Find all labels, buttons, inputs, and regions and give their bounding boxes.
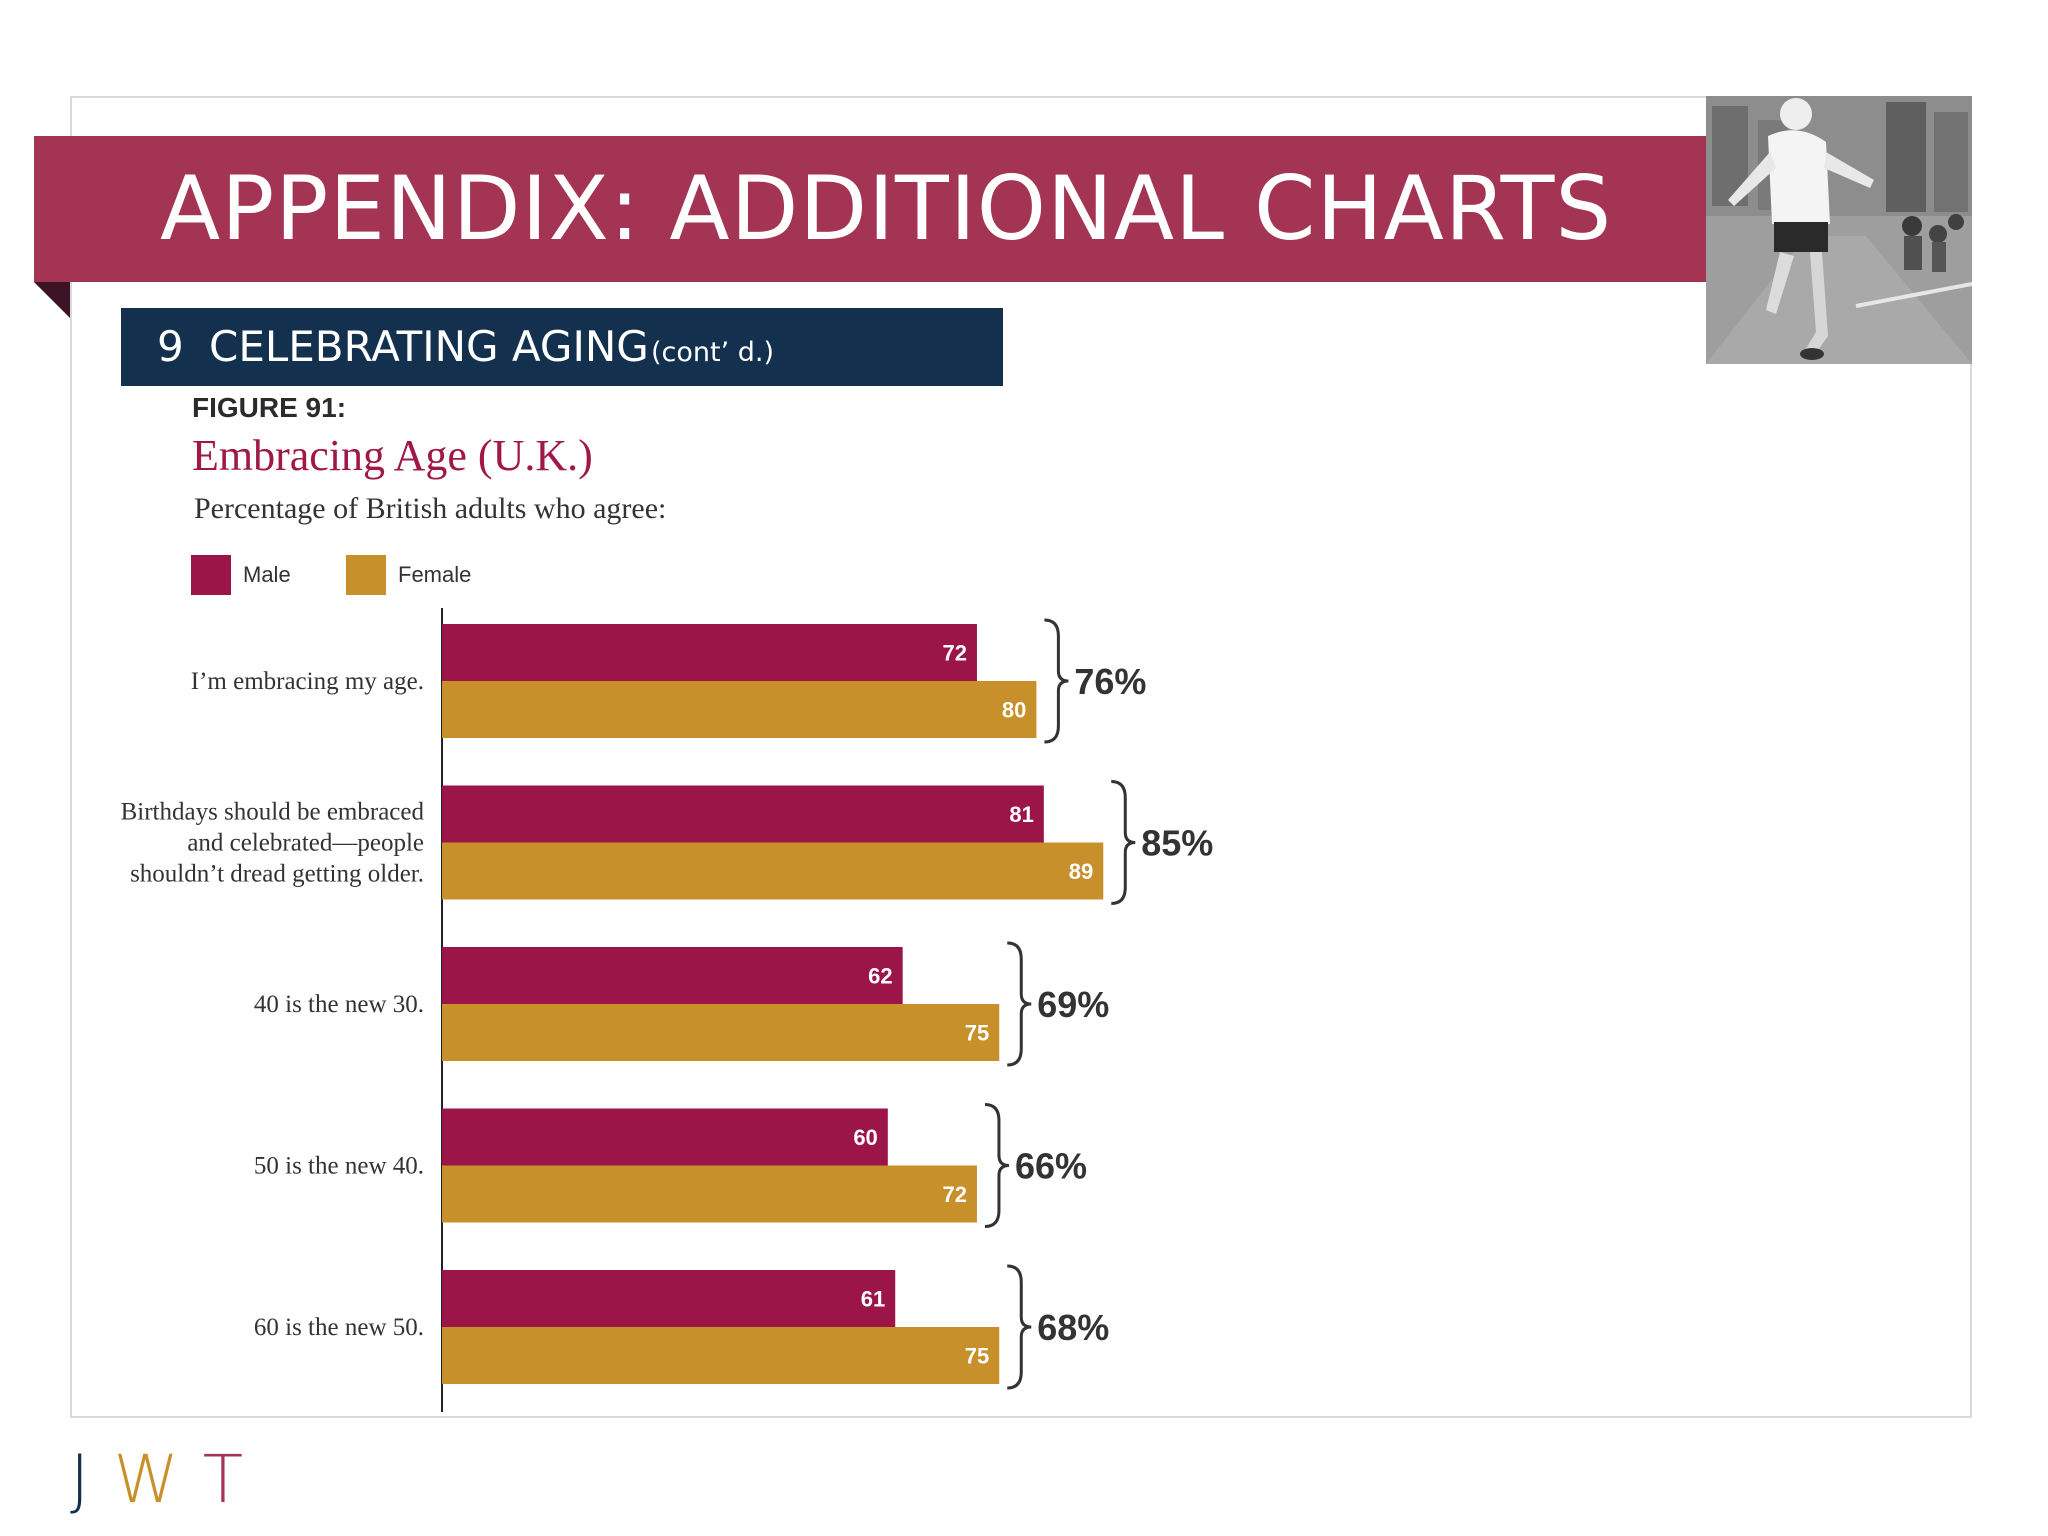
group-total-label: 69% bbox=[1037, 984, 1109, 1025]
banner-fold bbox=[34, 282, 70, 318]
bar-value-label: 89 bbox=[1069, 859, 1093, 884]
section-number: 9 bbox=[157, 322, 184, 371]
bar-female-5 bbox=[442, 1327, 1000, 1384]
group-total-label: 66% bbox=[1015, 1146, 1087, 1187]
slide-title: APPENDIX: ADDITIONAL CHARTS bbox=[160, 157, 1613, 260]
category-label: I’m embracing my age. bbox=[191, 668, 424, 695]
category-label: 50 is the new 40. bbox=[254, 1153, 424, 1180]
bar-female-2 bbox=[442, 842, 1104, 900]
legend-label-female: Female bbox=[398, 562, 471, 587]
bar-female-1 bbox=[442, 681, 1037, 738]
bar-value-label: 72 bbox=[942, 1182, 966, 1207]
bar-value-label: 72 bbox=[942, 641, 966, 666]
group-brace bbox=[1007, 1264, 1032, 1390]
bar-male-5 bbox=[442, 1270, 896, 1327]
bar-male-4 bbox=[442, 1108, 888, 1166]
bar-value-label: 75 bbox=[965, 1344, 989, 1369]
bar-value-label: 81 bbox=[1009, 802, 1033, 827]
group-brace bbox=[984, 1103, 1010, 1228]
group-brace bbox=[1044, 618, 1069, 744]
category-label: Birthdays should be embraced and celebrat… bbox=[121, 799, 425, 888]
logo-letter-t: T bbox=[202, 1441, 268, 1518]
group-total-label: 85% bbox=[1141, 823, 1213, 864]
legend-label-male: Male bbox=[243, 562, 291, 587]
figure-label: FIGURE 91: bbox=[192, 392, 347, 423]
bar-value-label: 75 bbox=[965, 1021, 989, 1046]
group-brace bbox=[1007, 941, 1032, 1067]
runner-photo bbox=[1706, 96, 1972, 364]
section-title: CELEBRATING AGING bbox=[209, 322, 649, 371]
bar-male-2 bbox=[442, 785, 1044, 843]
logo-letter-w: W bbox=[113, 1441, 203, 1518]
legend-swatch-male bbox=[191, 555, 231, 595]
bar-female-4 bbox=[442, 1165, 977, 1223]
bar-value-label: 61 bbox=[861, 1287, 885, 1312]
chart-title: Embracing Age (U.K.) bbox=[192, 431, 593, 480]
group-brace bbox=[1111, 780, 1136, 905]
section-header: 9 CELEBRATING AGING (cont’ d.) bbox=[121, 308, 1003, 386]
jwt-logo: JWT bbox=[70, 1440, 267, 1520]
legend-swatch-female bbox=[346, 555, 386, 595]
group-total-label: 68% bbox=[1037, 1307, 1109, 1348]
chart-subtitle: Percentage of British adults who agree: bbox=[194, 492, 667, 525]
title-banner bbox=[34, 136, 1706, 282]
bar-male-1 bbox=[442, 624, 977, 681]
group-total-label: 76% bbox=[1074, 661, 1146, 702]
section-subtitle: (cont’ d.) bbox=[651, 337, 775, 368]
bar-value-label: 60 bbox=[853, 1125, 877, 1150]
logo-letter-j: J bbox=[70, 1441, 114, 1518]
bar-female-3 bbox=[442, 1004, 1000, 1061]
category-label: 60 is the new 50. bbox=[254, 1314, 424, 1341]
category-label: 40 is the new 30. bbox=[254, 991, 424, 1018]
bar-male-3 bbox=[442, 947, 903, 1004]
bar-value-label: 62 bbox=[868, 964, 892, 989]
bar-value-label: 80 bbox=[1002, 698, 1026, 723]
